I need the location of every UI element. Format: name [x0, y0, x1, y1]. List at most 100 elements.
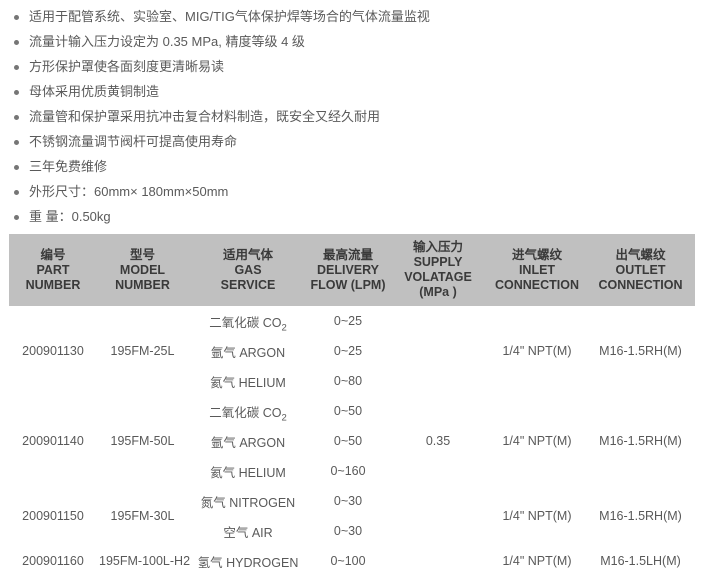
flow-cell: 0~50	[333, 434, 363, 448]
inlet-connection-cell: 1/4" NPT(M)	[502, 509, 572, 523]
bullet-icon	[14, 65, 19, 70]
feature-text: 不锈钢流量调节阀杆可提高使用寿命	[29, 134, 238, 149]
flow-cell: 0~25	[333, 314, 363, 328]
gas-label: 二氧化碳 CO	[209, 405, 282, 420]
model-number-cell: 195FM-30L	[110, 509, 175, 523]
bullet-icon	[14, 90, 19, 95]
feature-text: 三年免费维修	[29, 159, 108, 174]
feature-text: 外形尺寸：60mm× 180mm×50mm	[29, 184, 229, 199]
gas-subscript: 2	[281, 322, 287, 333]
flow-cell: 0~80	[333, 374, 363, 388]
bullet-icon	[14, 40, 19, 45]
gas-label: 氢气 HYDROGEN	[197, 555, 299, 570]
table-row: 氦气 HELIUM 0~80	[9, 366, 695, 396]
bullet-icon	[14, 165, 19, 170]
table-row: 200901140 195FM-50L 二氧化碳 CO2 0~50 1/4" N…	[9, 396, 695, 448]
feature-item: 三年免费维修	[14, 159, 703, 176]
feature-text: 重 量：0.50kg	[29, 209, 111, 224]
feature-item: 流量计输入压力设定为 0.35 MPa, 精度等级 4 级	[14, 34, 703, 51]
part-number-cell: 200901150	[22, 509, 84, 523]
col-header-outlet-connection: 出气螺纹 OUTLET CONNECTION	[586, 234, 695, 306]
col-header-en: GAS SERVICE	[220, 262, 276, 292]
part-number-cell: 200901140	[22, 434, 84, 448]
feature-item: 不锈钢流量调节阀杆可提高使用寿命	[14, 134, 703, 151]
table-header-row: 编号 PART NUMBER 型号 MODEL NUMBER 适用气体 GAS SER…	[9, 234, 695, 306]
table-row: 200901150 195FM-30L 氮气 NITROGEN 0~30 1/4…	[9, 486, 695, 523]
inlet-connection-cell: 1/4" NPT(M)	[502, 344, 572, 358]
flow-cell: 0~30	[333, 524, 363, 538]
col-header-en: SUPPLY VOLATAGE (MPa )	[404, 255, 472, 299]
model-number-cell: 195FM-100L-H2	[99, 554, 191, 568]
flow-cell: 0~25	[333, 344, 363, 358]
gas-cell: 二氧化碳 CO2	[188, 306, 308, 336]
gas-cell: 二氧化碳 CO2	[188, 396, 308, 426]
inlet-connection-cell: 1/4" NPT(M)	[502, 554, 572, 568]
col-header-zh: 出气螺纹	[615, 247, 666, 262]
feature-item: 方形保护罩使各面刻度更清晰易读	[14, 59, 703, 76]
gas-label: 氩气 ARGON	[210, 435, 286, 450]
gas-label: 氮气 NITROGEN	[200, 495, 296, 510]
feature-text: 流量管和保护罩采用抗冲击复合材料制造，既安全又经久耐用	[29, 109, 381, 124]
col-header-zh: 进气螺纹	[511, 247, 562, 262]
gas-label: 二氧化碳 CO	[209, 315, 282, 330]
gas-cell: 空气 AIR	[188, 516, 308, 546]
outlet-connection-cell: M16-1.5LH(M)	[600, 554, 681, 568]
table-row: 空气 AIR 0~30	[9, 516, 695, 546]
col-header-zh: 编号	[40, 247, 66, 262]
outlet-connection-cell: M16-1.5RH(M)	[599, 344, 682, 358]
table-row: 氩气 ARGON 0~25	[9, 336, 695, 366]
col-header-zh: 型号	[129, 247, 155, 262]
gas-subscript: 2	[281, 412, 287, 423]
table-row: 氩气 ARGON 0~50	[9, 426, 695, 456]
feature-text: 适用于配管系统、实验室、MIG/TIG气体保护焊等场合的气体流量监视	[29, 9, 430, 24]
feature-text: 方形保护罩使各面刻度更清晰易读	[29, 59, 225, 74]
outlet-connection-cell: M16-1.5RH(M)	[599, 509, 682, 523]
feature-item: 流量管和保护罩采用抗冲击复合材料制造，既安全又经久耐用	[14, 109, 703, 126]
gas-cell: 氩气 ARGON	[188, 336, 308, 366]
col-header-en: PART NUMBER	[25, 262, 81, 292]
col-header-inlet-connection: 进气螺纹 INLET CONNECTION	[488, 234, 586, 306]
col-header-model-number: 型号 MODEL NUMBER	[97, 234, 188, 306]
model-number-cell: 195FM-25L	[110, 344, 175, 358]
feature-list: 适用于配管系统、实验室、MIG/TIG气体保护焊等场合的气体流量监视 流量计输入…	[0, 0, 703, 226]
bullet-icon	[14, 115, 19, 120]
bullet-icon	[14, 190, 19, 195]
gas-cell: 氢气 HYDROGEN	[188, 546, 308, 576]
col-header-gas-service: 适用气体 GAS SERVICE	[188, 234, 308, 306]
col-header-en: OUTLET CONNECTION	[598, 262, 683, 292]
bullet-icon	[14, 15, 19, 20]
gas-label: 氦气 HELIUM	[210, 465, 286, 480]
feature-item: 母体采用优质黄铜制造	[14, 84, 703, 101]
part-number-cell: 200901160	[22, 554, 84, 568]
col-header-en: INLET CONNECTION	[495, 262, 580, 292]
feature-item: 重 量：0.50kg	[14, 209, 703, 226]
inlet-connection-cell: 1/4" NPT(M)	[502, 434, 572, 448]
bullet-icon	[14, 215, 19, 220]
col-header-en: MODEL NUMBER	[115, 262, 170, 292]
col-header-delivery-flow: 最高流量 DELIVERY FLOW (LPM)	[308, 234, 388, 306]
flow-cell: 0~100	[330, 554, 366, 568]
col-header-part-number: 编号 PART NUMBER	[9, 234, 97, 306]
feature-text: 流量计输入压力设定为 0.35 MPa, 精度等级 4 级	[29, 34, 305, 49]
col-header-en: DELIVERY FLOW (LPM)	[310, 262, 386, 292]
gas-cell: 氮气 NITROGEN	[188, 486, 308, 516]
gas-cell: 氦气 HELIUM	[188, 456, 308, 486]
flow-cell: 0~30	[333, 494, 363, 508]
model-number-cell: 195FM-50L	[110, 434, 175, 448]
col-header-zh: 输入压力	[412, 240, 463, 254]
gas-label: 空气 AIR	[223, 525, 273, 540]
gas-label: 氦气 HELIUM	[210, 375, 286, 390]
spec-table: 编号 PART NUMBER 型号 MODEL NUMBER 适用气体 GAS SER…	[9, 234, 695, 576]
col-header-zh: 适用气体	[222, 247, 273, 262]
outlet-connection-cell: M16-1.5RH(M)	[599, 434, 682, 448]
supply-pressure-cell: 0.35	[425, 434, 451, 448]
bullet-icon	[14, 140, 19, 145]
table-row: 200901160 195FM-100L-H2 氢气 HYDROGEN 0~10…	[9, 546, 695, 576]
gas-cell: 氩气 ARGON	[188, 426, 308, 456]
col-header-zh: 最高流量	[322, 247, 373, 262]
flow-cell: 0~160	[330, 464, 366, 478]
feature-text: 母体采用优质黄铜制造	[29, 84, 160, 99]
feature-item: 外形尺寸：60mm× 180mm×50mm	[14, 184, 703, 201]
gas-label: 氩气 ARGON	[210, 345, 286, 360]
col-header-supply-pressure: 输入压力 SUPPLY VOLATAGE (MPa )	[388, 234, 488, 306]
